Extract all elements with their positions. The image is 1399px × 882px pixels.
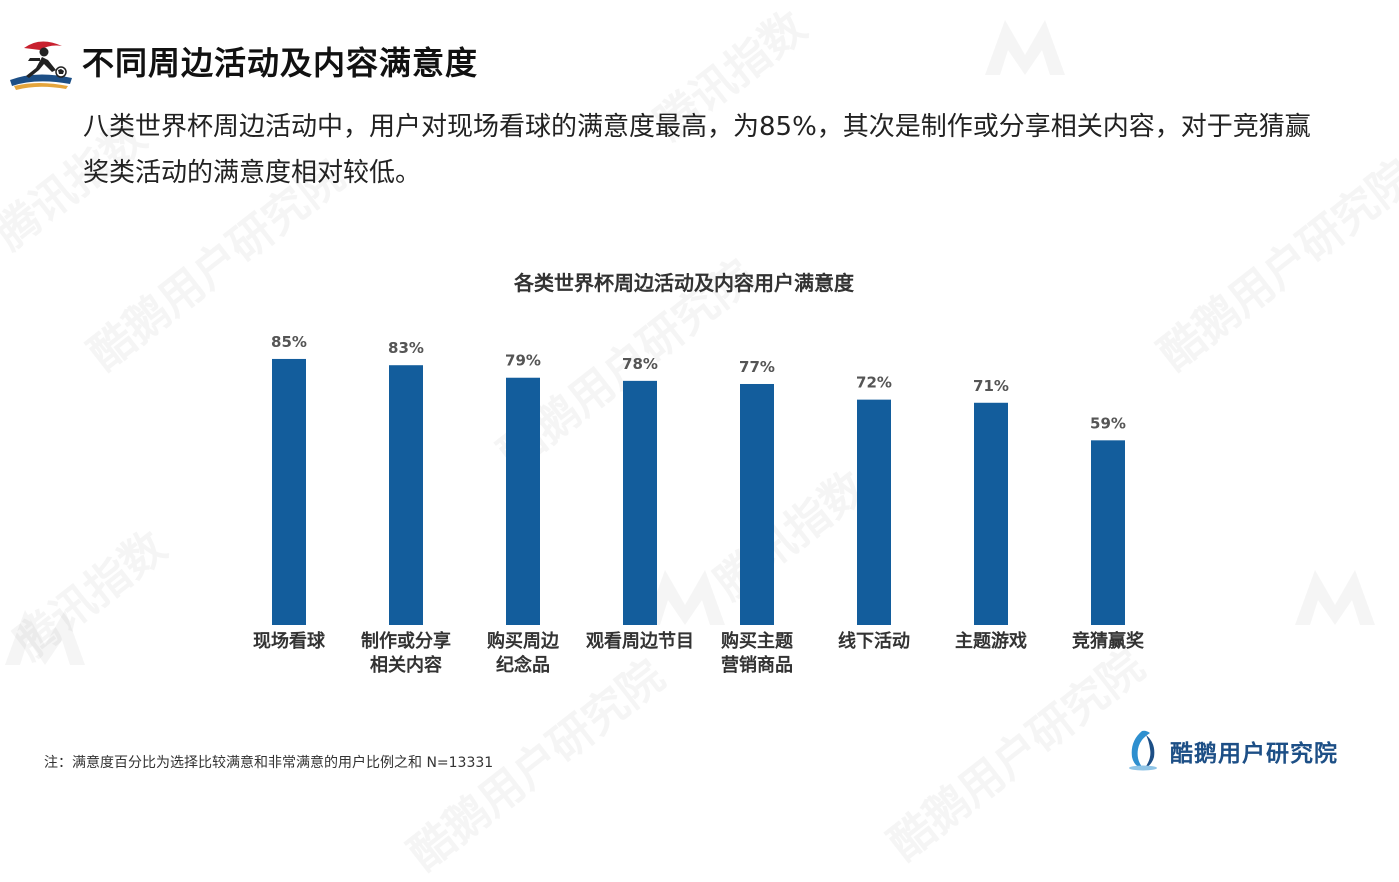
value-label-6: 71% xyxy=(973,377,1009,395)
bar-3 xyxy=(623,380,657,625)
penguin-logo-icon xyxy=(1122,727,1164,775)
bar-2 xyxy=(506,377,540,625)
football-player-logo-icon xyxy=(6,36,76,92)
category-label-1-line-0: 制作或分享 xyxy=(361,630,451,652)
category-label-0: 现场看球 xyxy=(253,630,326,652)
category-label-4-line-1: 营销商品 xyxy=(721,654,793,676)
brand-name: 酷鹅用户研究院 xyxy=(1170,741,1338,767)
footnote: 注：满意度百分比为选择比较满意和非常满意的用户比例之和 N=13331 xyxy=(44,755,494,771)
category-label-6: 主题游戏 xyxy=(955,630,1027,652)
category-label-7: 竞猜赢奖 xyxy=(1072,630,1145,652)
bar-4 xyxy=(740,383,774,625)
value-label-1: 83% xyxy=(388,339,424,357)
bar-chart: 各类世界杯周边活动及内容用户满意度 85% 现场看球 83% 制作或分享相关内容 79%… xyxy=(253,271,1145,676)
value-label-5: 72% xyxy=(856,374,892,392)
category-label-4-line-0: 购买主题 xyxy=(721,630,794,652)
bar-7 xyxy=(1091,440,1125,625)
value-label-4: 77% xyxy=(739,358,775,376)
value-label-2: 79% xyxy=(505,352,541,370)
page-subtitle: 八类世界杯周边活动中，用户对现场看球的满意度最高，为85%，其次是制作或分享相关… xyxy=(83,112,1311,188)
bar-0 xyxy=(272,358,306,625)
category-label-2-line-1: 纪念品 xyxy=(496,654,550,676)
page-title: 不同周边活动及内容满意度 xyxy=(82,44,479,82)
category-label-5: 线下活动 xyxy=(838,630,910,652)
category-label-3: 观看周边节目 xyxy=(586,630,694,652)
category-label-1-line-1: 相关内容 xyxy=(370,654,442,676)
bar-5 xyxy=(857,399,891,625)
value-label-0: 85% xyxy=(271,333,307,351)
value-label-7: 59% xyxy=(1090,414,1126,432)
bar-1 xyxy=(389,365,423,625)
brand-logo: 酷鹅用户研究院 xyxy=(1122,729,1338,773)
chart-title: 各类世界杯周边活动及内容用户满意度 xyxy=(513,271,855,295)
category-label-2-line-0: 购买周边 xyxy=(487,630,560,652)
bar-6 xyxy=(974,402,1008,625)
value-label-3: 78% xyxy=(622,355,658,373)
